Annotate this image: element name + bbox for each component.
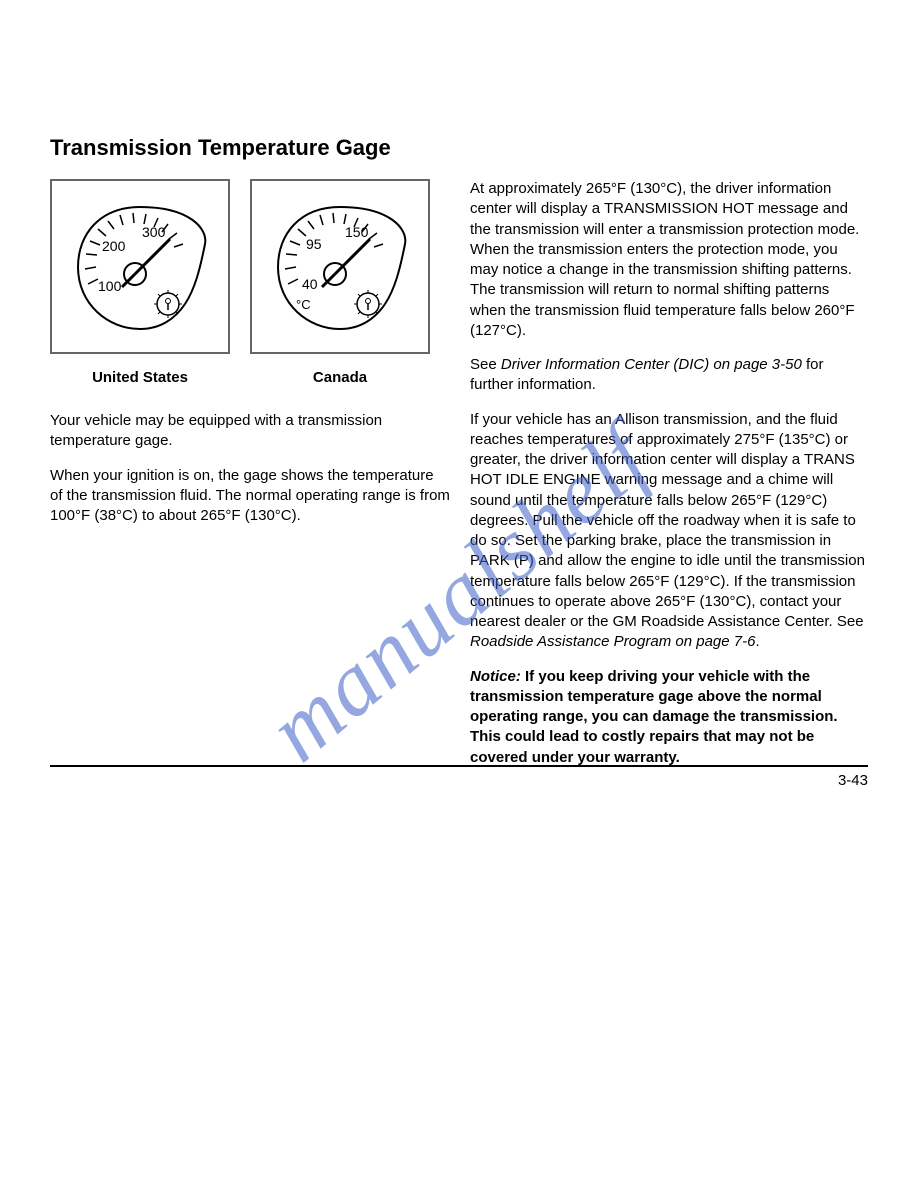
right-para-3-post: . [755,633,759,650]
gauge-ca-label-150: 150 [345,224,369,240]
right-para-2: See Driver Information Center (DIC) on p… [470,355,868,396]
horizontal-rule [50,765,868,767]
right-para-3: If your vehicle has an Allison transmiss… [470,410,868,653]
notice-paragraph: Notice: If you keep driving your vehicle… [470,667,868,768]
left-para-2: When your ignition is on, the gage shows… [50,466,450,527]
right-column: At approximately 265°F (130°C), the driv… [470,179,868,782]
gauge-us-box: 100 200 300 [50,179,230,354]
dic-reference: Driver Information Center (DIC) on page … [501,356,802,373]
gauge-ca-label-95: 95 [306,236,322,252]
notice-label: Notice: [470,668,521,685]
page-content: Transmission Temperature Gage [50,135,868,782]
right-para-1: At approximately 265°F (130°C), the driv… [470,179,868,341]
left-para-1: Your vehicle may be equipped with a tran… [50,411,450,452]
caption-us: United States [50,369,230,386]
two-column-layout: 100 200 300 [50,179,868,782]
gauge-us-label-100: 100 [98,278,122,294]
roadside-reference: Roadside Assistance Program on page 7-6 [470,633,755,650]
gauge-us-label-300: 300 [142,224,166,240]
gauge-ca-label-40: 40 [302,276,318,292]
gauge-us-label-200: 200 [102,238,126,254]
notice-body: If you keep driving your vehicle with th… [470,668,838,766]
gauge-us-icon: 100 200 300 [60,189,220,344]
left-column: 100 200 300 [50,179,450,782]
section-heading: Transmission Temperature Gage [50,135,868,161]
caption-canada: Canada [250,369,430,386]
gauge-canada-icon: 40 95 150 °C [260,189,420,344]
right-para-3-pre: If your vehicle has an Allison transmiss… [470,411,865,631]
page-number: 3-43 [838,772,868,789]
gauges-row: 100 200 300 [50,179,450,354]
gauge-ca-unit: °C [296,297,311,312]
right-para-2-pre: See [470,356,501,373]
gauge-canada-box: 40 95 150 °C [250,179,430,354]
gauge-captions: United States Canada [50,369,450,386]
